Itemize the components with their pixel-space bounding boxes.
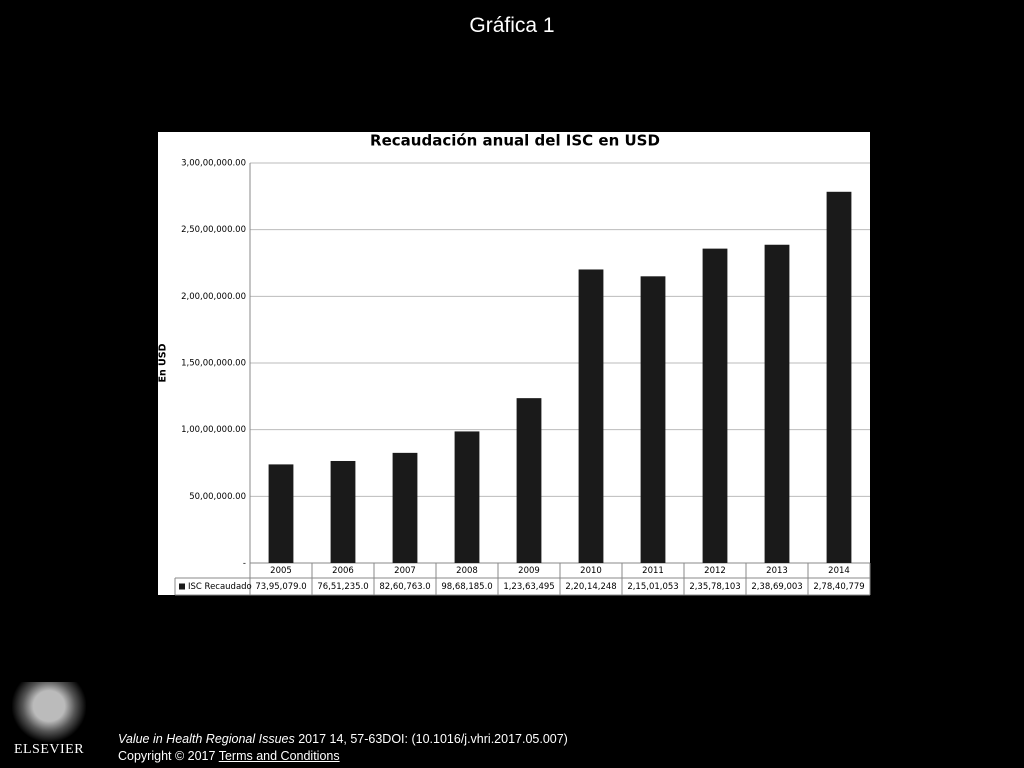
data-label: 2,15,01,053 (627, 582, 678, 592)
bar (454, 431, 480, 563)
x-tick-label: 2009 (518, 566, 540, 576)
bar (392, 452, 418, 563)
copyright-line: Copyright © 2017 Terms and Conditions (118, 748, 568, 765)
logo-tree (12, 682, 86, 742)
terms-link[interactable]: Terms and Conditions (218, 749, 340, 763)
bar (702, 248, 728, 563)
citation-text: 2017 14, 57-63DOI: (10.1016/j.vhri.2017.… (294, 732, 568, 746)
data-label: 82,60,763.0 (379, 582, 430, 592)
logo-text: ELSEVIER (13, 742, 85, 757)
data-label: 73,95,079.0 (255, 582, 306, 592)
copyright: Copyright © 2017 (118, 749, 216, 763)
x-tick-label: 2014 (828, 566, 850, 576)
y-tick-label: 1,50,00,000.00 (181, 359, 246, 369)
y-tick-label: - (243, 559, 246, 569)
data-label: 2,20,14,248 (565, 582, 616, 592)
chart-title: Recaudación anual del ISC en USD (370, 132, 660, 150)
bar (826, 191, 852, 563)
footer: Value in Health Regional Issues 2017 14,… (118, 731, 568, 765)
x-tick-label: 2011 (642, 566, 664, 576)
bar (640, 276, 666, 563)
y-tick-label: 2,50,00,000.00 (181, 225, 246, 235)
citation: Value in Health Regional Issues 2017 14,… (118, 731, 568, 748)
legend-label: ISC Recaudado (188, 582, 252, 592)
data-label: 2,38,69,003 (751, 582, 802, 592)
bar (330, 460, 356, 563)
x-tick-label: 2012 (704, 566, 726, 576)
data-label: 2,35,78,103 (689, 582, 740, 592)
data-label: 1,23,63,495 (503, 582, 554, 592)
bar (578, 269, 604, 563)
data-label: 76,51,235.0 (317, 582, 368, 592)
y-tick-label: 50,00,000.00 (189, 492, 246, 502)
elsevier-logo: ELSEVIER (10, 682, 88, 762)
data-label: 98,68,185.0 (441, 582, 492, 592)
x-tick-label: 2013 (766, 566, 788, 576)
x-tick-label: 2005 (270, 566, 292, 576)
data-label: 2,78,40,779 (813, 582, 864, 592)
x-tick-label: 2008 (456, 566, 478, 576)
journal: Value in Health Regional Issues (118, 732, 295, 746)
slide-title: Gráfica 1 (469, 14, 555, 37)
y-axis-label: En USD (158, 343, 169, 382)
x-tick-label: 2010 (580, 566, 602, 576)
y-tick-label: 2,00,00,000.00 (181, 292, 246, 302)
bar (268, 464, 294, 563)
y-tick-label: 1,00,00,000.00 (181, 425, 246, 435)
legend-swatch (179, 583, 185, 590)
x-tick-label: 2006 (332, 566, 354, 576)
y-tick-label: 3,00,00,000.00 (181, 159, 246, 169)
bar (764, 244, 790, 563)
x-tick-label: 2007 (394, 566, 416, 576)
bar (516, 398, 542, 563)
